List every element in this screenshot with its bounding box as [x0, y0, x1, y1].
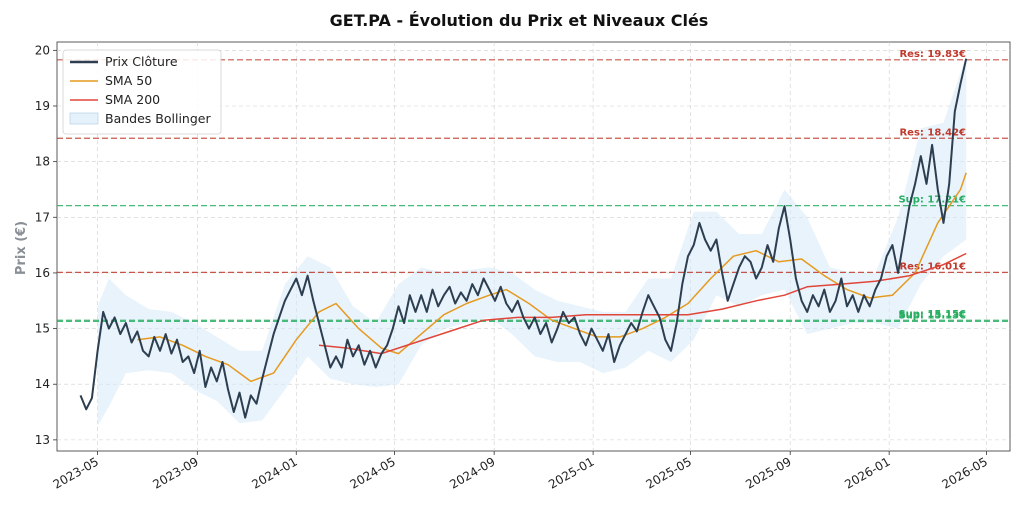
resistance-level-label: Res: 16.01€ [899, 261, 966, 272]
series-line-sma200 [318, 252, 967, 355]
support-level-label: Sup: 15.15€ [898, 309, 966, 320]
bollinger-band [97, 55, 967, 427]
support-level-label: Sup: 15.13€ [898, 310, 966, 321]
y-tick-label: 19 [35, 99, 50, 113]
resistance-level-label: Res: 18.42€ [899, 127, 966, 138]
legend-label-sma200: SMA 200 [105, 92, 160, 107]
legend-box [62, 49, 222, 135]
legend-label-bollinger: Bandes Bollinger [105, 111, 211, 126]
legend: Prix Clôture SMA 50 SMA 200 Bandes Bolli… [62, 49, 222, 135]
resistance-level-label: Res: 19.83€ [899, 49, 966, 60]
y-tick-label: 14 [35, 377, 50, 391]
chart-title: GET.PA - Évolution du Prix et Niveaux Cl… [330, 11, 709, 30]
legend-label-sma50: SMA 50 [105, 73, 152, 88]
y-tick-label: 20 [35, 43, 50, 57]
y-tick-label: 16 [35, 266, 50, 280]
legend-swatch-bollinger [69, 112, 99, 125]
bollinger-band-area [97, 55, 967, 427]
y-tick-label: 13 [35, 433, 50, 447]
y-tick-label: 15 [35, 322, 50, 336]
y-tick-label: 18 [35, 155, 50, 169]
y-tick-label: 17 [35, 210, 50, 224]
legend-label-close: Prix Clôture [105, 54, 178, 69]
series-lines [79, 58, 968, 419]
support-level-label: Sup: 17.21€ [898, 195, 966, 206]
y-axis-label: Prix (€) [14, 221, 29, 275]
series-line-close [79, 58, 968, 419]
